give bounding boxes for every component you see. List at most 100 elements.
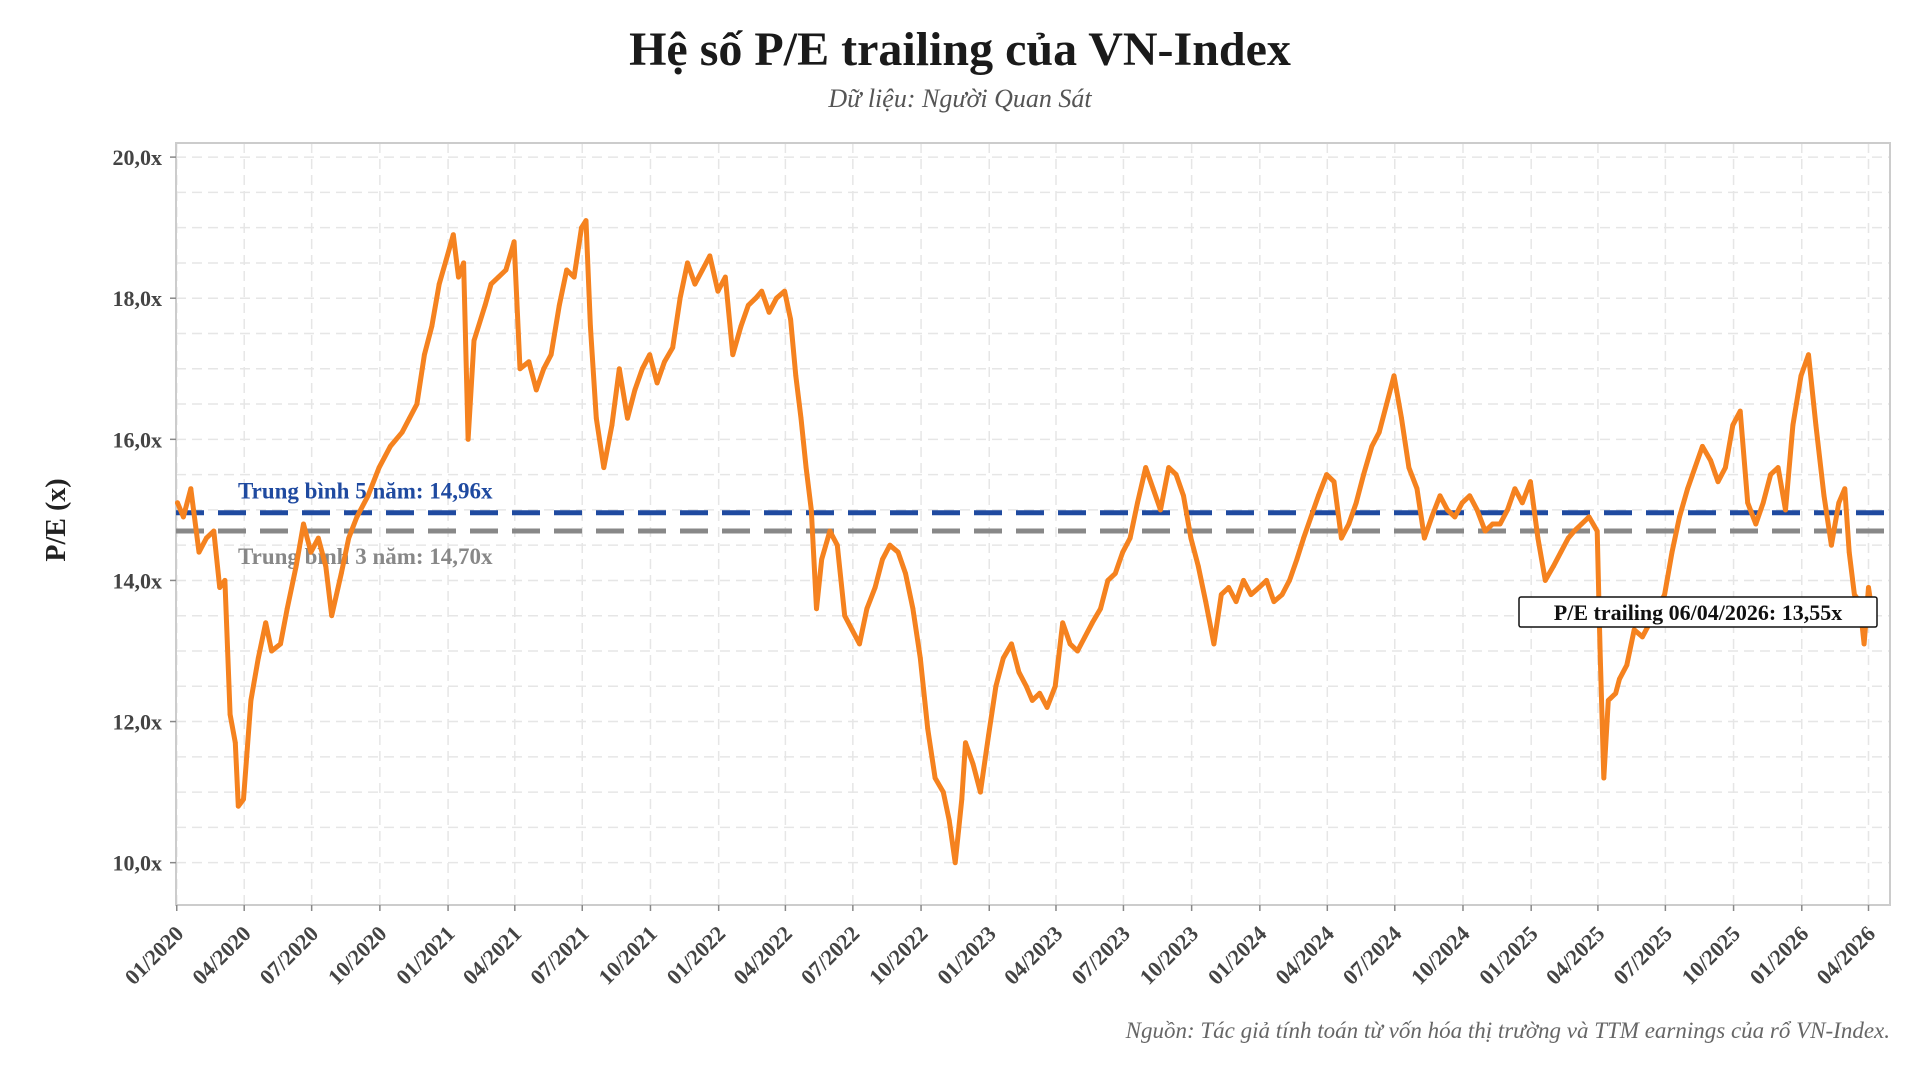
pe-data-point [444,253,450,259]
x-tick-label: 07/2021 [525,921,594,990]
pe-data-point [1571,528,1577,534]
pe-data-point [1044,705,1050,710]
pe-data-point [1798,373,1804,379]
pe-data-point [217,585,223,590]
pe-data-point [1775,465,1781,470]
pe-data-point [1308,514,1314,520]
pe-data-point [1768,472,1774,478]
pe-data-point [692,281,698,287]
pe-data-point [593,415,599,421]
pe-data-point [1067,641,1073,647]
series-layer [175,218,1875,866]
x-tick-label: 07/2022 [796,921,865,990]
pe-data-point [1605,697,1611,703]
pe-data-point [1264,578,1269,583]
pe-data-point [387,443,393,449]
pe-data-point [329,613,335,619]
pe-data-point [1248,592,1254,597]
pe-data-point [1482,528,1488,534]
x-tick-label: 04/2022 [728,921,797,990]
pe-data-point [1422,535,1427,541]
pe-data-point [541,366,547,372]
pe-data-point [1135,500,1140,506]
x-tick-label: 07/2023 [1066,921,1135,990]
pe-data-point [970,761,976,767]
pe-data-point [753,295,759,301]
pe-data-point [211,528,217,534]
pe-data-point [1324,472,1329,478]
pe-data-point [365,493,371,499]
pe-data-point [1829,542,1834,548]
pe-data-point [1542,578,1548,583]
pe-data-point [1745,500,1751,506]
pe-data-point [1452,514,1458,520]
pe-data-point [1490,521,1496,527]
y-tick-label: 14,0x [113,568,163,593]
pe-data-point [338,570,344,576]
pe-data-point [1195,563,1201,569]
pe-data-point [1594,528,1600,534]
pe-data-point [227,712,233,717]
pe-data-point [1023,683,1029,689]
pe-data-point [917,655,923,661]
pe-data-point [1700,443,1705,449]
pe-data-point [1369,443,1375,449]
pe-data-point [788,316,793,322]
pe-data-point [1406,465,1412,470]
x-tick-label: 04/2025 [1541,921,1610,990]
pe-data-point [248,697,254,703]
pe-data-point [222,578,228,583]
pe-data-point [808,507,814,513]
pe-data-point [1565,535,1571,541]
pe-data-point [1143,465,1149,470]
pe-data-point [738,324,744,329]
pe-data-point [632,387,638,393]
pe-data-point [579,225,584,231]
pe-data-point [407,415,412,421]
x-tick-label: 04/2020 [187,921,256,990]
pe-data-point [1617,676,1622,682]
pe-data-point [1339,535,1344,541]
y-tick-label: 10,0x [113,851,163,876]
pe-data-point [301,521,306,527]
x-tick-label: 10/2025 [1676,921,1745,990]
pe-data-point [496,274,501,280]
pe-data-point [1218,592,1224,597]
pe-data-point [1384,401,1390,407]
pe-data-point [1279,592,1285,597]
pe-data-point [1512,486,1518,492]
pe-data-point [1029,697,1035,703]
pe-data-point [241,796,246,802]
y-tick-label: 18,0x [113,286,163,311]
pe-data-point [1861,641,1867,647]
pe-data-point [849,627,855,633]
pe-data-point [1105,578,1111,583]
pe-data-point [1579,521,1584,527]
x-tick-label: 07/2024 [1338,921,1407,990]
pe-data-point [1052,683,1058,689]
pe-data-point [278,641,283,647]
pe-data-point [471,338,477,343]
pe-data-point [1009,641,1014,647]
pe-data-point [895,549,901,555]
pe-data-point [986,733,991,739]
pe-data-point [1287,578,1292,583]
pe-data-point [308,549,314,555]
pe-data-point [293,563,299,569]
pe-data-point [1098,606,1103,612]
pe-data-point [1361,472,1367,478]
pe-data-point [1519,500,1525,506]
pe-data-point [1467,493,1473,499]
pe-data-point [263,620,269,626]
pe-data-point [188,486,194,492]
pe-data-point [647,352,653,358]
pe-data-point [782,288,788,294]
pe-data-point [571,274,577,280]
pe-data-point [730,352,736,358]
pe-data-point [583,218,589,224]
x-tick-label: 01/2024 [1203,921,1272,990]
pe-data-point [1597,648,1603,654]
pe-data-point [181,514,186,520]
grid-layer [175,143,1890,905]
